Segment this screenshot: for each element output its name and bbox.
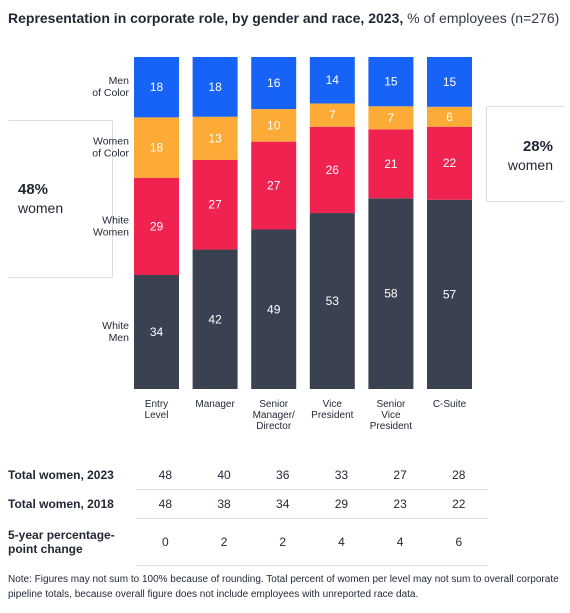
data-label-white-men: 58 xyxy=(384,287,398,301)
bar-segment-white-women xyxy=(368,129,414,199)
bar-segment-men-of-color xyxy=(368,57,414,107)
c-suite-women-callout: 28% women xyxy=(486,106,565,202)
bar-segment-white-men xyxy=(309,213,355,389)
x-tick-label: Manager xyxy=(195,399,235,410)
table-cell: 4 xyxy=(370,518,430,566)
table-cell: 4 xyxy=(312,518,371,566)
legend-label-white-women: White Women xyxy=(93,214,129,238)
chart-title-subtitle: % of employees (n=276) xyxy=(403,10,560,26)
stacked-bar-chart: 34 29 18 18 Entry Level 42 27 13 18 Manager 49 27 10 1… xyxy=(92,57,472,432)
bar-segment-men-of-color xyxy=(192,57,238,117)
bar-segment-women-of-color xyxy=(251,109,297,142)
bar-segment-women-of-color xyxy=(368,106,414,130)
data-label-white-men: 53 xyxy=(326,294,340,308)
bar-segment-white-women xyxy=(134,177,179,275)
data-label-white-women: 29 xyxy=(150,219,164,233)
table-cell: 34 xyxy=(253,489,313,519)
data-label-women-of-color: 6 xyxy=(446,110,453,124)
data-label-men-of-color: 16 xyxy=(267,76,281,90)
data-label-women-of-color: 7 xyxy=(329,108,336,122)
bar-segment-women-of-color xyxy=(309,103,355,127)
x-tick-label: Senior Vice President xyxy=(370,399,412,432)
data-label-women-of-color: 7 xyxy=(388,111,395,125)
data-label-men-of-color: 18 xyxy=(208,80,222,94)
bar-segment-women-of-color xyxy=(192,116,238,160)
bar-segment-men-of-color xyxy=(427,57,472,107)
table-cell: 6 xyxy=(429,518,489,566)
bar-segment-women-of-color xyxy=(427,106,472,127)
legend-label-women-of-color: Women of Color xyxy=(92,136,129,160)
x-tick-label: Entry Level xyxy=(145,399,169,421)
data-label-men-of-color: 15 xyxy=(443,75,457,89)
bar-segment-white-men xyxy=(251,229,297,389)
table-cell: 48 xyxy=(136,489,195,519)
table-cell: 48 xyxy=(136,461,195,490)
c-suite-women-label: women xyxy=(507,157,553,173)
data-label-white-women: 27 xyxy=(267,179,281,193)
bar-segment-men-of-color xyxy=(251,57,297,110)
data-label-women-of-color: 13 xyxy=(208,131,222,145)
data-label-white-women: 21 xyxy=(384,157,398,171)
data-label-men-of-color: 18 xyxy=(150,80,164,94)
table-row-label: 5-year percentage-point change xyxy=(8,528,115,556)
x-tick-label: Senior Manager/Director xyxy=(253,399,295,432)
table-row-label: Total women, 2018 xyxy=(8,497,114,511)
bar-segment-men-of-color xyxy=(134,57,179,118)
table-cell: 27 xyxy=(370,461,430,490)
table-cell: 29 xyxy=(312,489,371,519)
table-row: 5-year percentage-point change 0 2 2 4 4 6 xyxy=(8,518,489,566)
table-cell: 22 xyxy=(429,489,489,519)
bar-segment-white-women xyxy=(309,126,355,214)
table-cell: 36 xyxy=(253,461,313,490)
chart-title-main: Representation in corporate role, by gen… xyxy=(8,10,404,26)
table-cell: 2 xyxy=(194,518,254,566)
data-label-white-men: 34 xyxy=(150,325,164,339)
data-label-white-women: 22 xyxy=(443,156,457,170)
table-cell: 40 xyxy=(194,461,254,490)
data-label-white-women: 26 xyxy=(326,163,340,177)
entry-level-women-label: women xyxy=(18,200,64,216)
entry-level-women-callout: 48% women xyxy=(8,120,113,278)
entry-level-women-value: 48% xyxy=(18,181,49,198)
table-cell: 23 xyxy=(370,489,430,519)
x-tick-label: C-Suite xyxy=(433,399,467,410)
c-suite-women-value: 28% xyxy=(522,138,553,155)
chart-title: Representation in corporate role, by gen… xyxy=(8,10,559,26)
table-cell: 0 xyxy=(136,518,195,566)
table-row: Total women, 2018 48 38 34 29 23 22 xyxy=(8,489,489,519)
data-label-women-of-color: 18 xyxy=(150,141,164,155)
footnote: Note: Figures may not sum to 100% becaus… xyxy=(8,574,559,600)
table-cell: 2 xyxy=(253,518,313,566)
data-label-white-women: 27 xyxy=(208,198,222,212)
x-tick-label: Vice President xyxy=(311,399,353,421)
bar-segment-women-of-color xyxy=(134,117,179,178)
bar-segment-white-women xyxy=(192,159,238,250)
table-row-label: Total women, 2023 xyxy=(8,468,114,483)
bar-segment-men-of-color xyxy=(309,57,355,104)
women-totals-table: Total women, 2023 48 40 36 33 27 28 Total women… xyxy=(8,461,489,566)
data-label-white-men: 57 xyxy=(443,287,457,301)
data-label-white-men: 42 xyxy=(208,312,222,326)
data-label-white-men: 49 xyxy=(267,302,281,316)
table-cell: 33 xyxy=(312,461,371,490)
data-label-men-of-color: 15 xyxy=(384,75,398,89)
bar-segment-white-women xyxy=(251,141,297,230)
table-cell: 38 xyxy=(194,489,254,519)
legend-label-white-men: White Men xyxy=(102,320,129,344)
table-row: Total women, 2023 48 40 36 33 27 28 xyxy=(8,461,489,490)
data-label-women-of-color: 10 xyxy=(267,118,281,132)
legend-label-men-of-color: Men of Color xyxy=(92,75,129,99)
bar-segment-white-men xyxy=(427,199,472,389)
bar-segment-white-men xyxy=(368,198,414,389)
bar-segment-white-men xyxy=(134,274,179,389)
bar-segment-white-men xyxy=(192,249,238,389)
table-cell: 28 xyxy=(429,461,489,490)
bar-segment-white-women xyxy=(427,126,472,200)
data-label-men-of-color: 14 xyxy=(326,73,340,87)
